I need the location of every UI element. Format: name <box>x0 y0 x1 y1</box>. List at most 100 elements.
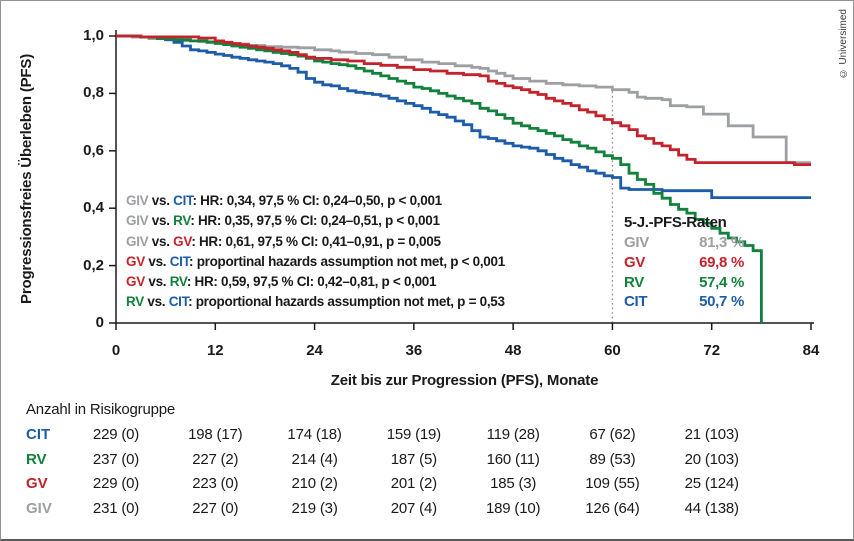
x-axis-title: Zeit bis zur Progression (PFS), Monate <box>330 372 599 389</box>
risk-table-title: Anzahl in Risikogruppe <box>26 401 176 418</box>
x-tick-label: 60 <box>604 342 621 359</box>
risk-cell: 89 (53) <box>589 451 636 468</box>
rate-group-label: RV <box>624 273 644 291</box>
risk-cell: 227 (0) <box>192 500 239 517</box>
stats-text: : proportinal hazards assumption not met… <box>189 253 505 269</box>
risk-row-label-gv: GV <box>26 475 48 492</box>
survival-curve-rv <box>116 34 763 323</box>
stats-line: GIV vs. RV: HR: 0,35, 97,5 % CI: 0,24–0,… <box>126 211 505 231</box>
y-tick-label: 0 <box>95 314 104 331</box>
stats-text: vs. <box>144 253 170 269</box>
risk-cell: 229 (0) <box>92 426 140 443</box>
y-axis-title: Progressionsfreies Überleben (PFS) <box>15 31 37 327</box>
risk-cell: 237 (0) <box>92 451 140 468</box>
rate-group-label: GV <box>624 253 646 271</box>
hazard-ratio-annotations: GIV vs. CIT: HR: 0,34, 97,5 % CI: 0,24–0… <box>126 191 505 313</box>
risk-cell: 160 (11) <box>486 451 540 468</box>
rate-value: 57,4 % <box>699 273 744 291</box>
risk-cell: 67 (62) <box>589 426 636 443</box>
group-label-giv: GIV <box>126 193 149 208</box>
y-tick-label: 0,8 <box>83 84 104 102</box>
risk-cell: 214 (4) <box>291 451 338 468</box>
rate-row-cit: CIT 50,7 % <box>624 292 744 312</box>
copyright-text: © Universimed <box>838 9 849 119</box>
stats-text: vs. <box>148 233 174 249</box>
rate-value: 50,7 % <box>699 293 744 311</box>
risk-cell: 189 (10) <box>486 500 541 517</box>
survival-curve-gv <box>116 34 811 166</box>
risk-cell: 207 (4) <box>390 500 437 517</box>
rate-value: 69,8 % <box>699 253 744 271</box>
group-label-rv: RV <box>169 274 187 290</box>
rate-group-label: GIV <box>624 234 649 251</box>
five-year-pfs-rates-box: 5-J.-PFS-Raten GIV 81,3 % GV 69,8 % RV 57,4 %… <box>624 213 744 312</box>
rate-group-label: CIT <box>624 293 648 311</box>
group-label-rv: RV <box>173 213 191 229</box>
risk-cell: 219 (3) <box>291 500 338 517</box>
risk-cell: 198 (17) <box>188 426 243 443</box>
risk-cell: 119 (28) <box>486 426 540 443</box>
risk-cell: 231 (0) <box>92 500 140 517</box>
risk-cell: 223 (0) <box>192 475 239 492</box>
stats-line: GV vs. RV: HR: 0,59, 97,5 % CI: 0,42–0,8… <box>126 272 505 292</box>
risk-cell: 174 (18) <box>287 426 342 443</box>
y-tick-label: 0,4 <box>83 199 104 217</box>
rate-row-rv: RV 57,4 % <box>624 273 744 293</box>
risk-cell: 25 (124) <box>684 475 739 492</box>
rates-box-title: 5-J.-PFS-Raten <box>624 214 727 231</box>
stats-text: vs. <box>148 193 174 208</box>
y-tick-label: 0,6 <box>83 141 104 159</box>
risk-cell: 185 (3) <box>490 475 537 492</box>
y-axis-title-text: Progressionsfreies Überleben (PFS) <box>17 54 35 304</box>
x-tick-label: 24 <box>306 342 323 359</box>
stats-text: : HR: 0,59, 97,5 % CI: 0,42–0,81, p < 0,… <box>186 274 437 290</box>
risk-cell: 126 (64) <box>585 500 640 517</box>
risk-cell: 187 (5) <box>390 451 437 468</box>
y-tick-label: 0,2 <box>83 256 104 274</box>
group-label-giv: GIV <box>126 213 149 229</box>
risk-cell: 210 (2) <box>291 475 338 492</box>
group-label-gv: GV <box>126 274 145 290</box>
group-label-cit: CIT <box>173 193 193 208</box>
stats-text: : proportional hazards assumption not me… <box>188 294 505 310</box>
group-label-rv: RV <box>126 294 144 310</box>
risk-cell: 20 (103) <box>684 451 739 468</box>
rate-row-gv: GV 69,8 % <box>624 253 744 273</box>
copyright-text-inner: © Universimed <box>838 9 849 79</box>
stats-text: vs. <box>143 294 169 310</box>
stats-line: GIV vs. CIT: HR: 0,34, 97,5 % CI: 0,24–0… <box>126 191 505 211</box>
risk-cell: 229 (0) <box>92 475 140 492</box>
risk-row-label-cit: CIT <box>26 426 51 443</box>
risk-cell: 201 (2) <box>390 475 437 492</box>
y-tick-label: 1,0 <box>83 27 104 44</box>
stats-line: GIV vs. GV: HR: 0,61, 97,5 % CI: 0,41–0,… <box>126 232 505 252</box>
group-label-gv: GV <box>126 253 145 269</box>
stats-text: : HR: 0,61, 97,5 % CI: 0,41–0,91, p = 0,… <box>191 233 441 249</box>
stats-text: vs. <box>144 274 170 290</box>
x-tick-label: 84 <box>802 342 820 359</box>
group-label-gv: GV <box>173 233 192 249</box>
stats-line: GV vs. CIT: proportinal hazards assumpti… <box>126 252 505 272</box>
risk-cell: 44 (138) <box>684 500 739 517</box>
risk-cell: 21 (103) <box>684 426 739 443</box>
rate-row-giv: GIV 81,3 % <box>624 233 744 253</box>
stats-text: : HR: 0,34, 97,5 % CI: 0,24–0,50, p < 0,… <box>192 193 443 208</box>
risk-cell: 109 (55) <box>585 475 640 492</box>
rate-value: 81,3 % <box>699 234 744 251</box>
survival-curve-cit <box>116 34 811 199</box>
group-label-cit: CIT <box>168 294 189 310</box>
x-tick-label: 12 <box>206 342 224 359</box>
x-tick-label: 72 <box>703 342 721 359</box>
x-tick-label: 48 <box>504 342 522 359</box>
stats-text: vs. <box>148 213 174 229</box>
risk-row-label-rv: RV <box>26 451 47 468</box>
risk-cell: 227 (2) <box>192 451 239 468</box>
x-tick-label: 36 <box>405 342 423 359</box>
x-tick-label: 0 <box>111 342 121 359</box>
group-label-giv: GIV <box>126 233 149 249</box>
stats-text: : HR: 0,35, 97,5 % CI: 0,24–0,51, p < 0,… <box>190 213 440 229</box>
risk-cell: 159 (19) <box>386 426 441 443</box>
risk-row-label-giv: GIV <box>26 500 52 517</box>
